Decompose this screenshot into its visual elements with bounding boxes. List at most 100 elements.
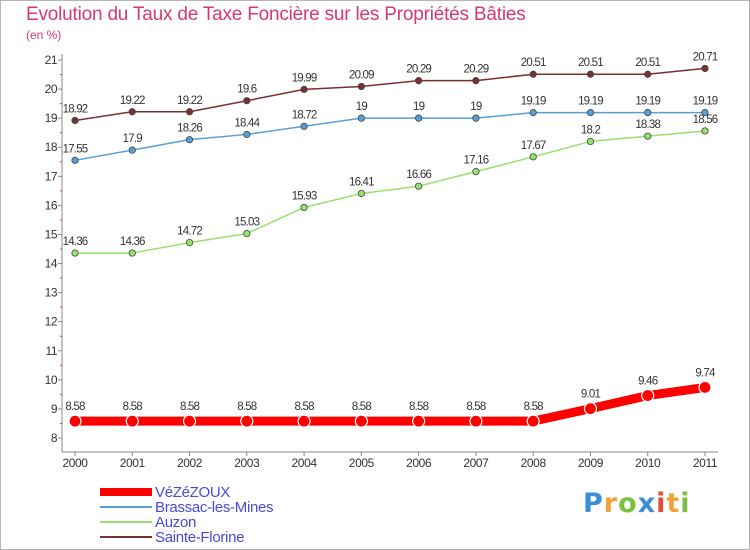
data-label: 8.58	[524, 401, 544, 413]
logo-letter: o	[618, 488, 638, 519]
x-tick-label: 2010	[635, 456, 661, 470]
data-point	[300, 85, 308, 93]
data-label: 14.36	[63, 236, 88, 248]
data-label: 17.9	[123, 133, 143, 145]
data-labels-layer: 18.92 19.22 19.22 19.6 19.99 20.09 20.29 20.29 2…	[63, 51, 719, 413]
x-tick-label: 2006	[406, 456, 432, 470]
logo-letter: t	[666, 488, 681, 519]
data-label: 20.51	[578, 57, 603, 69]
data-point	[128, 146, 136, 154]
series-line	[74, 111, 706, 162]
logo-letter: r	[603, 488, 619, 519]
data-point	[412, 414, 426, 428]
data-point	[529, 109, 537, 117]
y-tick-label: 20	[45, 82, 58, 96]
data-point	[243, 97, 251, 105]
series-layer	[68, 64, 712, 428]
data-label: 16.66	[406, 169, 431, 181]
data-point	[644, 70, 652, 78]
y-tick-label: 8	[51, 431, 58, 445]
legend-item: Brassac-les-Mines	[100, 499, 274, 516]
data-label: 19.22	[177, 95, 202, 107]
data-point	[472, 114, 480, 122]
data-label: 20.51	[521, 57, 546, 69]
data-label: 17.55	[63, 143, 88, 155]
data-point	[472, 77, 480, 85]
data-point	[243, 130, 251, 139]
data-label: 15.93	[292, 190, 317, 202]
data-point	[701, 109, 709, 117]
data-point	[583, 402, 598, 416]
data-label: 9.46	[638, 376, 658, 388]
data-point	[71, 249, 79, 257]
data-label: 9.74	[695, 367, 716, 379]
data-label: 8.58	[237, 401, 257, 413]
data-point	[415, 114, 423, 122]
y-axis-unit-label: (en %)	[26, 28, 62, 42]
data-point	[415, 77, 423, 85]
x-tick-label: 2001	[120, 456, 146, 470]
data-point	[357, 189, 365, 198]
y-tick-label: 14	[45, 257, 58, 271]
data-label: 19.19	[578, 96, 603, 108]
data-point	[586, 109, 595, 117]
chart-title: Evolution du Taux de Taxe Foncière sur l…	[26, 4, 526, 25]
data-label: 8.58	[352, 401, 372, 413]
y-tick-label: 10	[45, 373, 58, 387]
legend-label: Auzon	[155, 513, 197, 531]
x-tick-label: 2009	[578, 456, 604, 470]
data-label: 19.99	[292, 72, 317, 84]
data-label: 19	[470, 101, 482, 113]
data-label: 15.03	[234, 217, 259, 229]
data-point	[68, 414, 82, 428]
data-point	[641, 388, 655, 403]
data-label: 18.44	[234, 117, 260, 129]
data-label: 9.01	[581, 389, 601, 401]
data-label: 14.36	[120, 236, 145, 248]
data-label: 20.51	[635, 57, 660, 69]
x-tick-label: 2000	[62, 456, 88, 470]
data-point	[128, 249, 136, 257]
data-label: 8.58	[123, 401, 143, 413]
logo-letter: x	[637, 488, 657, 519]
data-label: 18.92	[63, 103, 88, 115]
legend-item: Auzon	[100, 513, 197, 531]
data-label: 8.58	[294, 401, 314, 413]
data-point	[354, 414, 368, 428]
logo-letter: i	[656, 488, 667, 519]
data-point	[71, 156, 79, 164]
data-point	[644, 109, 652, 117]
data-point	[357, 114, 365, 122]
data-label: 18.26	[177, 123, 202, 135]
x-tick-label: 2002	[177, 456, 203, 470]
data-label: 20.29	[406, 64, 431, 76]
data-label: 19.19	[693, 96, 718, 108]
data-label: 19.6	[237, 84, 257, 96]
data-point	[698, 380, 712, 395]
data-point	[586, 137, 595, 146]
legend-swatch	[100, 506, 152, 508]
y-tick-label: 13	[45, 286, 58, 300]
data-label: 17.67	[521, 140, 546, 152]
data-point	[297, 414, 311, 428]
data-label: 20.29	[464, 64, 489, 76]
legend-label: Sainte-Florine	[155, 528, 245, 546]
y-tick-label: 21	[45, 53, 58, 67]
data-point	[300, 203, 308, 212]
y-tick-label: 11	[46, 344, 58, 358]
legend-label: VéZéZOUX	[155, 483, 231, 501]
legend-swatch	[100, 488, 152, 496]
series-line	[74, 67, 706, 122]
logo-letter: P	[583, 488, 604, 519]
data-point	[644, 132, 652, 140]
data-label: 14.72	[177, 226, 202, 238]
data-label: 19	[413, 101, 425, 113]
legend-item: VéZéZOUX	[100, 483, 231, 501]
proxiti-logo: Proxiti	[583, 488, 691, 519]
data-point	[300, 122, 308, 130]
logo-letter: i	[680, 488, 691, 519]
data-point	[469, 414, 483, 428]
data-point	[243, 229, 251, 238]
